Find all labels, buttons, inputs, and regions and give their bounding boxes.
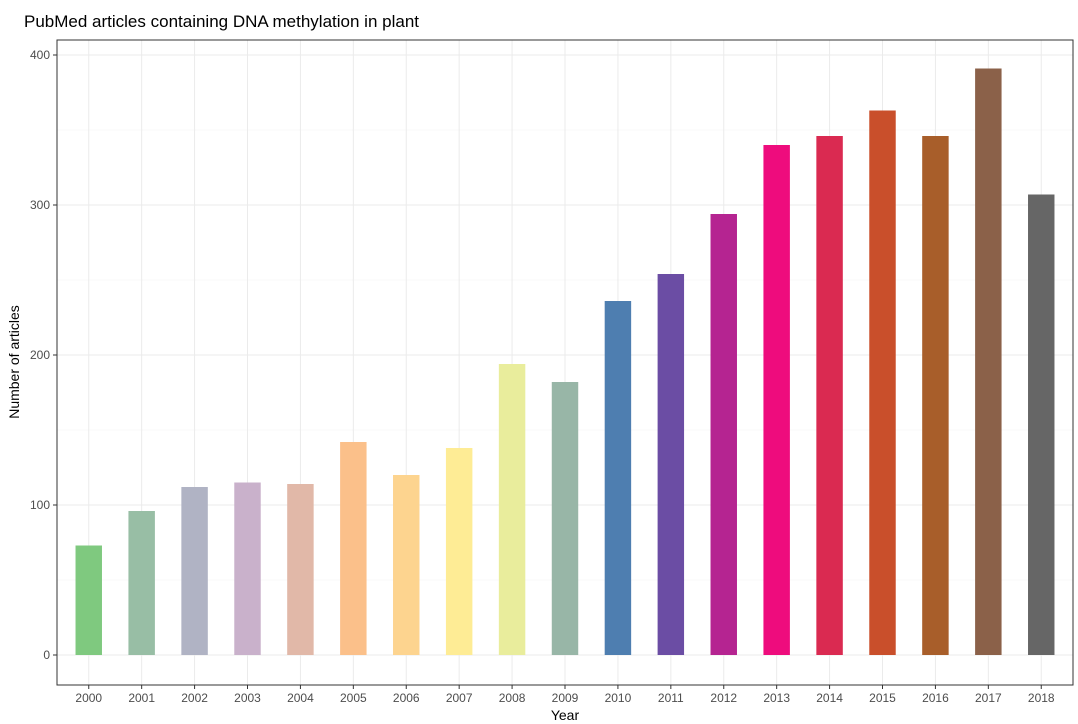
x-tick-label: 2001 <box>128 691 155 705</box>
x-tick-label: 2006 <box>393 691 420 705</box>
bar-2004 <box>287 484 314 655</box>
x-tick-label: 2009 <box>552 691 579 705</box>
bar-2008 <box>498 364 526 655</box>
y-tick-label: 100 <box>30 498 50 512</box>
bar-2010 <box>604 301 632 655</box>
bar-2000 <box>75 545 102 655</box>
bar-2016 <box>922 136 949 655</box>
bar-2012 <box>710 214 737 655</box>
y-tick-label: 0 <box>43 648 50 662</box>
bar-2017 <box>975 68 1002 655</box>
y-tick-label: 200 <box>30 348 50 362</box>
x-tick-label: 2002 <box>181 691 208 705</box>
x-tick-label: 2018 <box>1028 691 1055 705</box>
y-tick-label: 300 <box>30 198 50 212</box>
x-tick-label: 2014 <box>816 691 843 705</box>
x-tick-label: 2015 <box>869 691 896 705</box>
x-tick-label: 2010 <box>605 691 632 705</box>
bar-2009 <box>551 382 579 655</box>
bar-2002 <box>181 487 208 655</box>
bar-2001 <box>128 511 155 655</box>
x-tick-label: 2012 <box>710 691 737 705</box>
x-tick-label: 2000 <box>75 691 102 705</box>
bar-2006 <box>393 475 420 655</box>
chart-title: PubMed articles containing DNA methylati… <box>24 12 419 31</box>
x-tick-label: 2016 <box>922 691 949 705</box>
y-tick-label: 400 <box>30 48 50 62</box>
bar-2003 <box>234 482 261 655</box>
x-tick-label: 2013 <box>763 691 790 705</box>
bar-2007 <box>445 448 473 655</box>
x-tick-label: 2017 <box>975 691 1002 705</box>
y-axis-title: Number of articles <box>6 305 22 419</box>
x-tick-label: 2011 <box>658 691 684 705</box>
bar-2015 <box>869 110 896 655</box>
x-tick-label: 2008 <box>499 691 526 705</box>
x-tick-label: 2004 <box>287 691 314 705</box>
bar-2014 <box>816 136 843 655</box>
bar-2011 <box>657 274 685 655</box>
x-tick-label: 2003 <box>234 691 261 705</box>
bar-2018 <box>1028 194 1055 655</box>
x-axis-title: Year <box>551 707 580 723</box>
bar-2013 <box>763 145 790 655</box>
x-tick-label: 2005 <box>340 691 367 705</box>
x-tick-label: 2007 <box>446 691 473 705</box>
bar-2005 <box>340 442 367 655</box>
